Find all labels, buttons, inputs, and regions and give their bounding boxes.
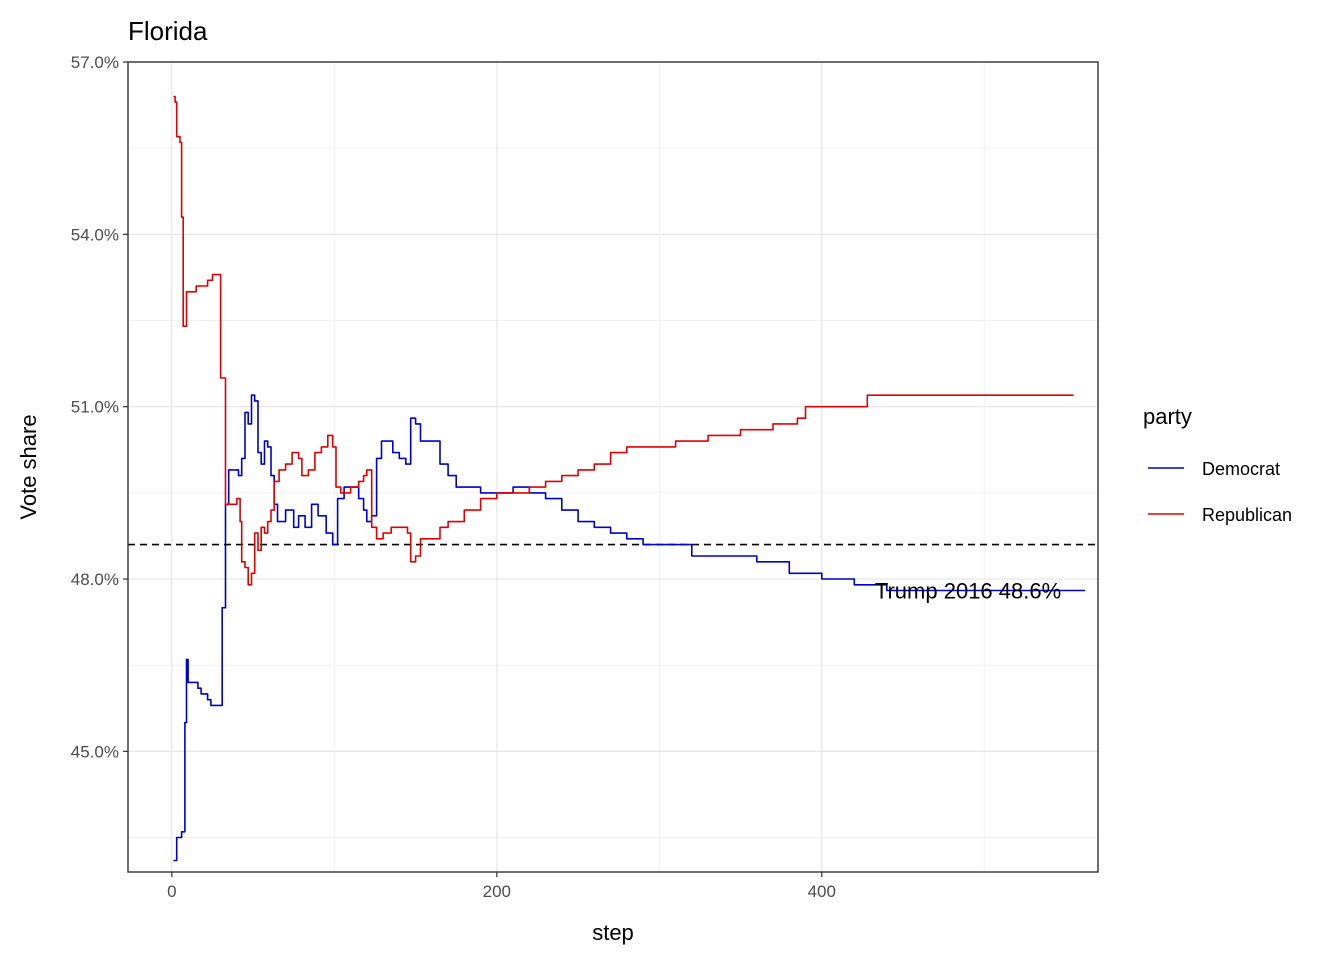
legend-label-democrat: Democrat bbox=[1202, 459, 1280, 479]
legend: party Democrat Republican bbox=[1143, 404, 1292, 525]
x-axis-title: step bbox=[592, 920, 634, 945]
chart-title: Florida bbox=[128, 16, 208, 46]
y-axis: 45.0% 48.0% 51.0% 54.0% 57.0% bbox=[71, 53, 128, 761]
x-tick-label: 0 bbox=[167, 882, 176, 901]
y-tick-label: 54.0% bbox=[71, 225, 119, 244]
plot-panel-border bbox=[127, 61, 1099, 873]
y-tick-label: 45.0% bbox=[71, 742, 119, 761]
legend-title: party bbox=[1143, 404, 1192, 429]
plot-panel-background bbox=[128, 62, 1098, 872]
annotation-trump-2016: Trump 2016 48.6% bbox=[875, 579, 1061, 604]
y-tick-label: 57.0% bbox=[71, 53, 119, 72]
x-tick-label: 200 bbox=[483, 882, 511, 901]
series-line-republican bbox=[173, 95, 1074, 586]
legend-label-republican: Republican bbox=[1202, 505, 1292, 525]
grid-minor bbox=[128, 62, 1098, 872]
x-tick-label: 400 bbox=[808, 882, 836, 901]
x-axis: 0 200 400 bbox=[167, 872, 836, 901]
series-layer bbox=[173, 95, 1085, 862]
y-axis-title: Vote share bbox=[16, 414, 41, 519]
y-tick-label: 51.0% bbox=[71, 398, 119, 417]
y-tick-label: 48.0% bbox=[71, 570, 119, 589]
